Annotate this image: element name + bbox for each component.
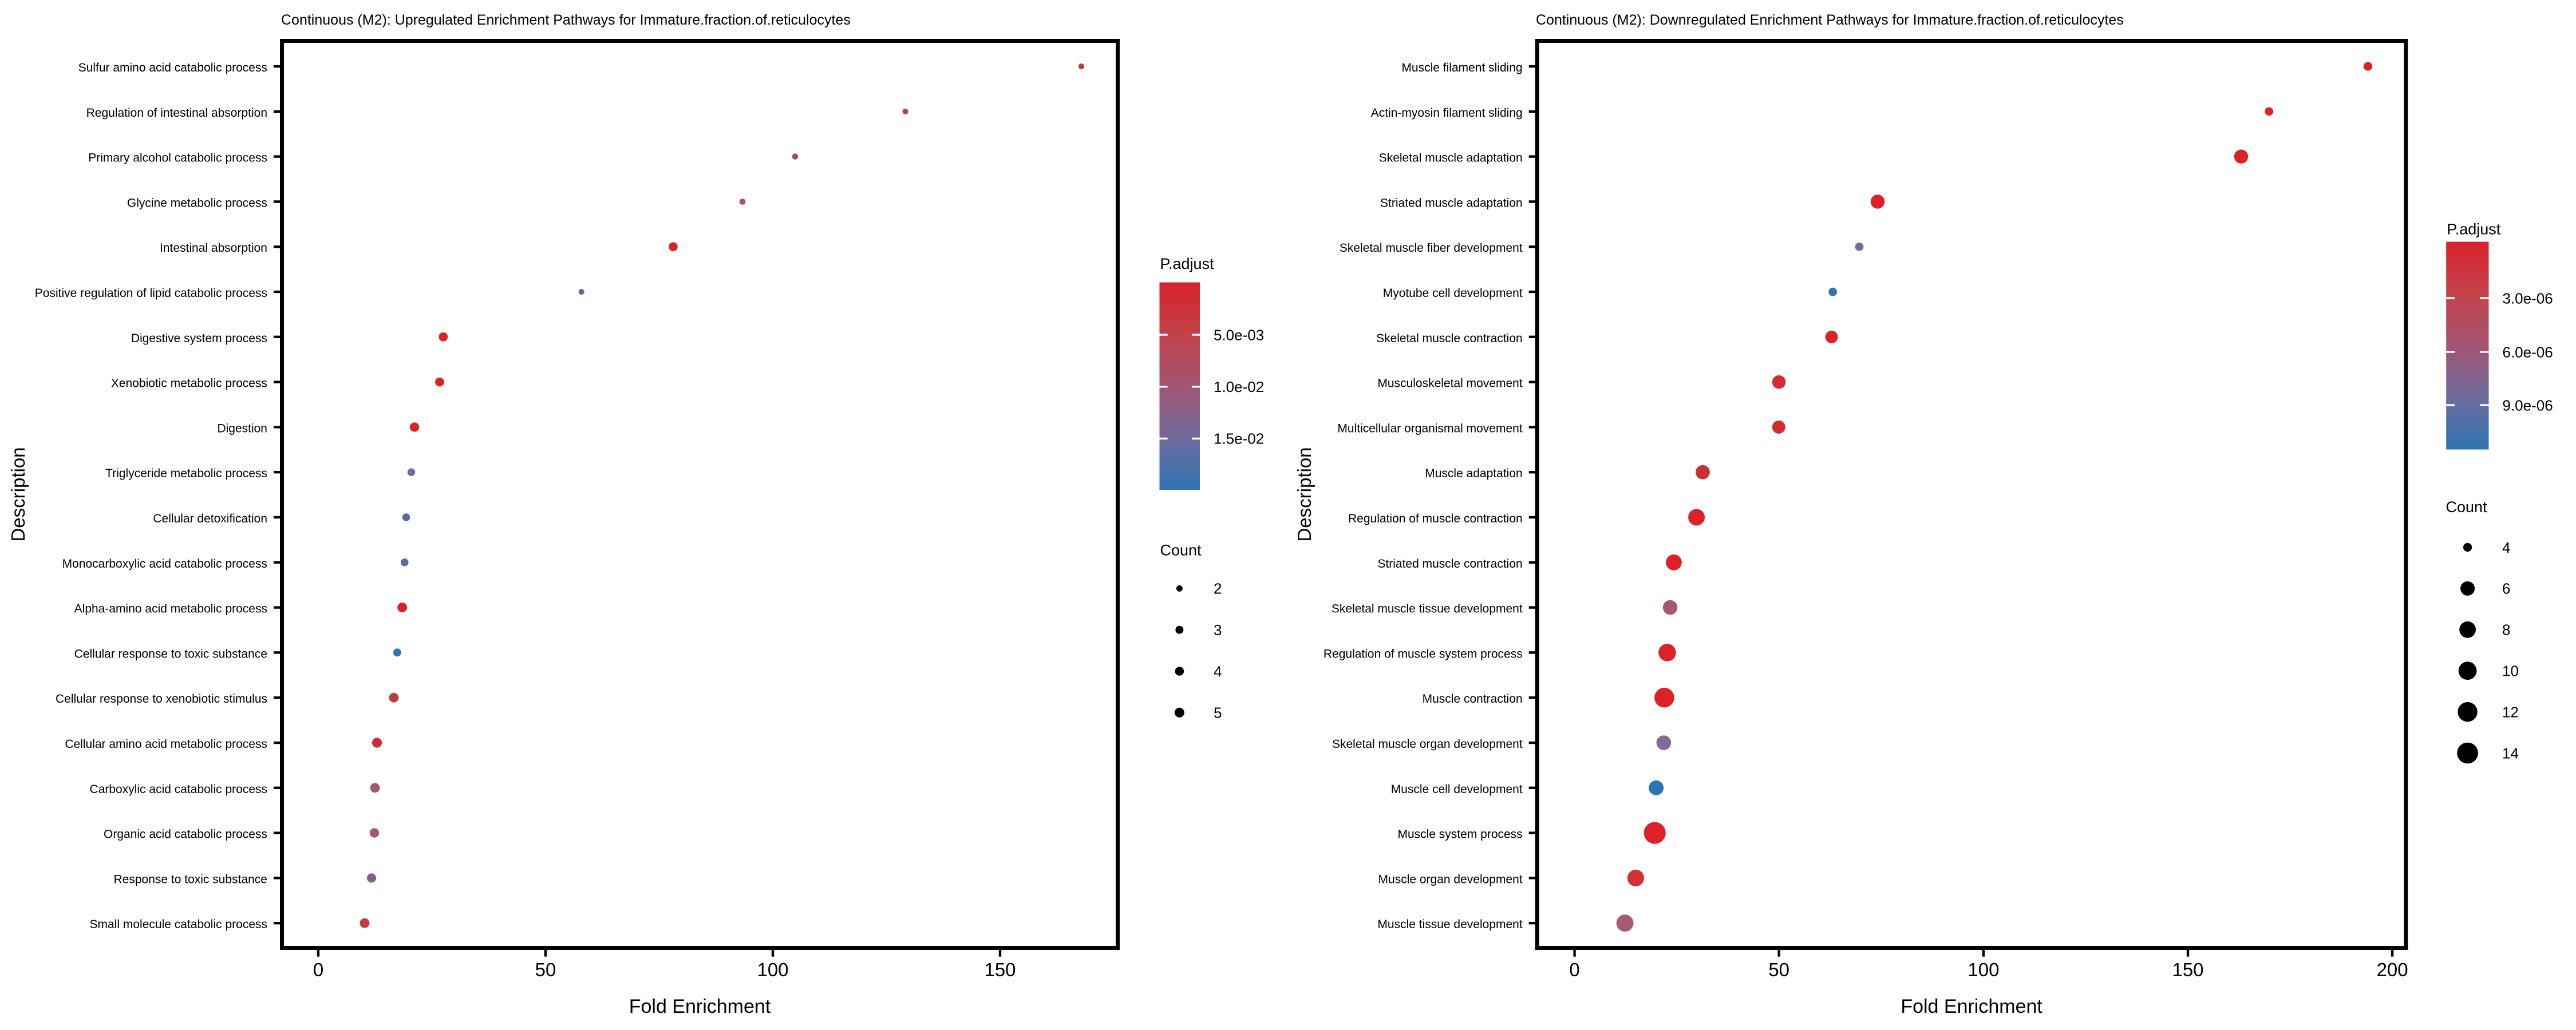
- svg-text:2: 2: [1214, 580, 1222, 597]
- svg-text:Xenobiotic metabolic process: Xenobiotic metabolic process: [111, 377, 267, 390]
- svg-text:Myotube cell development: Myotube cell development: [1383, 287, 1523, 300]
- svg-text:1.5e-02: 1.5e-02: [1214, 430, 1264, 447]
- svg-text:Cellular detoxification: Cellular detoxification: [153, 512, 267, 525]
- svg-text:Regulation of muscle contracti: Regulation of muscle contraction: [1348, 512, 1523, 525]
- svg-text:9.0e-06: 9.0e-06: [2503, 397, 2553, 414]
- svg-text:150: 150: [984, 959, 1016, 980]
- svg-text:12: 12: [2502, 703, 2519, 720]
- svg-text:Musculoskeletal movement: Musculoskeletal movement: [1377, 377, 1522, 390]
- svg-text:Positive regulation of lipid c: Positive regulation of lipid catabolic p…: [35, 287, 267, 300]
- svg-text:Organic acid catabolic process: Organic acid catabolic process: [104, 828, 267, 841]
- svg-text:Cellular response to toxic sub: Cellular response to toxic substance: [74, 647, 267, 660]
- svg-text:Glycine metabolic process: Glycine metabolic process: [127, 196, 267, 209]
- svg-text:Triglyceride metabolic process: Triglyceride metabolic process: [105, 467, 267, 480]
- svg-text:1.0e-02: 1.0e-02: [1214, 378, 1264, 395]
- svg-text:Small molecule catabolic proce: Small molecule catabolic process: [90, 918, 267, 931]
- svg-text:Fold Enrichment: Fold Enrichment: [1901, 996, 2042, 1017]
- svg-text:4: 4: [1214, 663, 1222, 680]
- svg-text:Skeletal muscle adaptation: Skeletal muscle adaptation: [1379, 152, 1523, 165]
- svg-text:3.0e-06: 3.0e-06: [2503, 290, 2553, 307]
- svg-text:50: 50: [1768, 959, 1789, 980]
- svg-text:5: 5: [1214, 704, 1222, 722]
- svg-text:14: 14: [2502, 744, 2519, 762]
- svg-text:4: 4: [2502, 539, 2510, 556]
- svg-text:Count: Count: [1160, 542, 1202, 559]
- svg-text:Skeletal muscle tissue develop: Skeletal muscle tissue development: [1332, 603, 1523, 616]
- svg-text:Skeletal muscle fiber developm: Skeletal muscle fiber development: [1340, 241, 1523, 255]
- svg-text:Digestion: Digestion: [217, 422, 267, 435]
- svg-text:0: 0: [1569, 959, 1579, 980]
- svg-text:Monocarboxylic acid catabolic: Monocarboxylic acid catabolic process: [62, 557, 267, 571]
- svg-text:P.adjust: P.adjust: [1160, 255, 1215, 272]
- svg-text:6: 6: [2502, 580, 2510, 597]
- svg-text:Actin-myosin filament sliding: Actin-myosin filament sliding: [1371, 106, 1523, 120]
- svg-text:Description: Description: [7, 447, 29, 541]
- svg-text:Cellular response to xenobioti: Cellular response to xenobiotic stimulus: [56, 692, 267, 706]
- svg-text:8: 8: [2502, 621, 2510, 639]
- svg-text:100: 100: [1967, 959, 1999, 980]
- svg-text:Fold Enrichment: Fold Enrichment: [629, 996, 771, 1017]
- svg-text:Muscle adaptation: Muscle adaptation: [1425, 467, 1522, 480]
- svg-text:Alpha-amino acid metabolic pro: Alpha-amino acid metabolic process: [74, 603, 267, 616]
- svg-text:Multicellular organismal movem: Multicellular organismal movement: [1337, 422, 1522, 435]
- svg-text:Intestinal absorption: Intestinal absorption: [160, 241, 267, 255]
- svg-text:Regulation of intestinal absor: Regulation of intestinal absorption: [86, 106, 267, 120]
- svg-text:Count: Count: [2446, 498, 2488, 516]
- svg-text:150: 150: [2172, 959, 2203, 980]
- svg-text:100: 100: [757, 959, 788, 980]
- svg-text:Sulfur amino acid catabolic pr: Sulfur amino acid catabolic process: [78, 61, 267, 74]
- svg-text:Striated muscle contraction: Striated muscle contraction: [1377, 557, 1522, 571]
- svg-text:Muscle cell development: Muscle cell development: [1391, 783, 1523, 796]
- svg-text:Muscle system process: Muscle system process: [1397, 828, 1522, 841]
- svg-text:Continuous (M2): Downregulated: Continuous (M2): Downregulated Enrichmen…: [1536, 12, 2124, 28]
- svg-text:Primary alcohol catabolic proc: Primary alcohol catabolic process: [88, 152, 267, 165]
- svg-text:Skeletal muscle organ developm: Skeletal muscle organ development: [1332, 738, 1523, 751]
- svg-text:Striated muscle adaptation: Striated muscle adaptation: [1380, 196, 1523, 209]
- svg-text:Muscle tissue development: Muscle tissue development: [1377, 918, 1522, 931]
- svg-text:10: 10: [2502, 663, 2519, 680]
- svg-text:Regulation of muscle system pr: Regulation of muscle system process: [1323, 647, 1523, 660]
- svg-text:Response to toxic substance: Response to toxic substance: [114, 873, 268, 886]
- svg-text:3: 3: [1214, 621, 1222, 639]
- svg-text:Skeletal muscle contraction: Skeletal muscle contraction: [1376, 332, 1523, 345]
- svg-text:0: 0: [313, 959, 323, 980]
- svg-text:Muscle filament sliding: Muscle filament sliding: [1401, 61, 1522, 74]
- svg-text:Carboxylic acid catabolic proc: Carboxylic acid catabolic process: [90, 783, 267, 796]
- svg-text:50: 50: [535, 959, 556, 980]
- svg-text:P.adjust: P.adjust: [2447, 221, 2501, 238]
- svg-text:Muscle contraction: Muscle contraction: [1423, 692, 1523, 706]
- svg-text:6.0e-06: 6.0e-06: [2503, 343, 2553, 360]
- svg-text:Continuous (M2): Upregulated E: Continuous (M2): Upregulated Enrichment …: [281, 12, 851, 28]
- svg-text:Digestive system process: Digestive system process: [131, 332, 267, 345]
- svg-text:Description: Description: [1294, 447, 1315, 541]
- svg-text:Muscle organ development: Muscle organ development: [1378, 873, 1523, 886]
- svg-text:5.0e-03: 5.0e-03: [1214, 326, 1264, 343]
- svg-text:200: 200: [2377, 959, 2408, 980]
- svg-text:Cellular amino acid metabolic: Cellular amino acid metabolic process: [65, 738, 267, 751]
